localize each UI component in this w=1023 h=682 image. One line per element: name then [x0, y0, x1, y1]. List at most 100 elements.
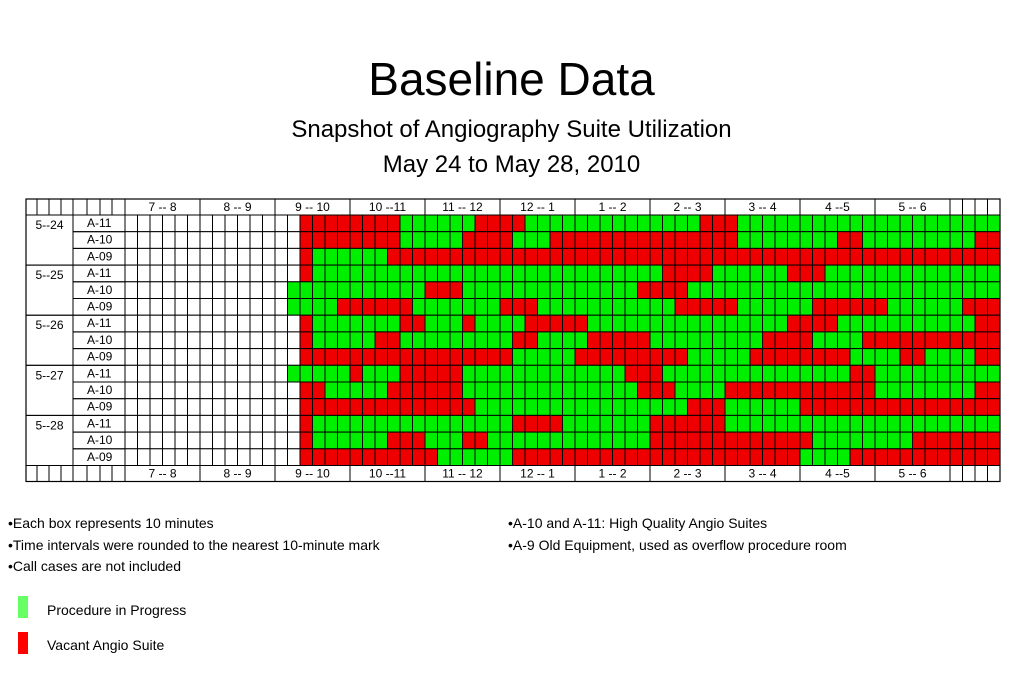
cell-empty [137, 264, 151, 283]
cell-in-progress [537, 398, 551, 416]
note-item: •A-9 Old Equipment, used as overflow pro… [508, 536, 847, 553]
cell-in-progress [537, 231, 551, 249]
time-header-label: 8 -- 9 [223, 200, 251, 214]
cell-vacant [587, 348, 601, 366]
cell-empty [199, 398, 213, 416]
cell-in-progress [499, 331, 513, 350]
cell-empty [174, 298, 188, 316]
cell-empty [224, 314, 238, 333]
cell-in-progress [549, 264, 563, 283]
cell-in-progress [887, 348, 901, 366]
cell-vacant [649, 348, 663, 366]
cell-in-progress [449, 298, 463, 316]
cell-in-progress [549, 281, 563, 299]
cell-empty [187, 398, 201, 416]
cell-in-progress [449, 431, 463, 450]
cell-in-progress [312, 247, 326, 266]
cell-vacant [437, 398, 451, 416]
cell-in-progress [524, 231, 538, 249]
cell-in-progress [637, 414, 651, 433]
cell-vacant [537, 314, 551, 333]
cell-empty [199, 214, 213, 233]
cell-vacant [624, 231, 638, 249]
cell-empty [237, 298, 251, 316]
cell-in-progress [437, 264, 451, 283]
cell-in-progress [549, 431, 563, 450]
cell-in-progress [687, 331, 701, 350]
cell-vacant [499, 231, 513, 249]
cell-empty [137, 398, 151, 416]
cell-empty [212, 414, 226, 433]
cell-in-progress [574, 214, 588, 233]
cell-in-progress [674, 331, 688, 350]
cell-vacant [374, 331, 388, 350]
cell-empty [149, 364, 163, 383]
cell-in-progress [412, 331, 426, 350]
cell-in-progress [549, 348, 563, 366]
date-range: May 24 to May 28, 2010 [382, 151, 641, 178]
cell-vacant [312, 381, 326, 400]
cell-empty [162, 281, 176, 299]
cell-empty [149, 247, 163, 266]
cell-empty [274, 364, 288, 383]
cell-in-progress [899, 314, 913, 333]
cell-in-progress [474, 448, 488, 466]
cell-vacant [649, 381, 663, 400]
cell-vacant [649, 414, 663, 433]
cell-in-progress [524, 281, 538, 299]
cell-vacant [874, 331, 888, 350]
cell-in-progress [924, 281, 938, 299]
cell-empty [262, 398, 276, 416]
cell-empty [274, 281, 288, 299]
cell-empty [262, 314, 276, 333]
cell-vacant [862, 331, 876, 350]
cell-in-progress [724, 281, 738, 299]
cell-empty [249, 247, 263, 266]
cell-vacant [849, 231, 863, 249]
cell-vacant [974, 331, 988, 350]
cell-in-progress [574, 414, 588, 433]
cell-in-progress [487, 298, 501, 316]
cell-vacant [812, 314, 826, 333]
cell-in-progress [362, 281, 376, 299]
cell-in-progress [674, 314, 688, 333]
cell-empty [162, 364, 176, 383]
cell-vacant [987, 381, 1001, 400]
header-spacer-cell [962, 198, 976, 216]
cell-in-progress [599, 414, 613, 433]
time-header-label: 3 -- 4 [748, 200, 776, 214]
cell-in-progress [949, 281, 963, 299]
cell-vacant [424, 348, 438, 366]
cell-in-progress [899, 431, 913, 450]
cell-in-progress [837, 281, 851, 299]
cell-in-progress [912, 231, 926, 249]
day-label: 5--28 [35, 418, 63, 432]
cell-empty [187, 364, 201, 383]
cell-vacant [299, 431, 313, 450]
cell-in-progress [437, 214, 451, 233]
cell-vacant [387, 214, 401, 233]
cell-vacant [299, 398, 313, 416]
cell-in-progress [787, 414, 801, 433]
cell-vacant [724, 247, 738, 266]
cell-vacant [412, 381, 426, 400]
cell-in-progress [549, 331, 563, 350]
cell-in-progress [362, 331, 376, 350]
cell-in-progress [349, 281, 363, 299]
cell-empty [262, 231, 276, 249]
cell-empty [162, 448, 176, 466]
cell-in-progress [912, 381, 926, 400]
cell-empty [262, 247, 276, 266]
header-spacer-cell [86, 198, 101, 216]
cell-empty [262, 448, 276, 466]
cell-vacant [712, 247, 726, 266]
cell-in-progress [337, 247, 351, 266]
cell-in-progress [662, 214, 676, 233]
cell-in-progress [312, 364, 326, 383]
time-footer-label: 3 -- 4 [748, 467, 776, 481]
cell-vacant [462, 247, 476, 266]
cell-in-progress [512, 281, 526, 299]
cell-in-progress [562, 298, 576, 316]
cell-empty [124, 364, 138, 383]
cell-vacant [749, 247, 763, 266]
